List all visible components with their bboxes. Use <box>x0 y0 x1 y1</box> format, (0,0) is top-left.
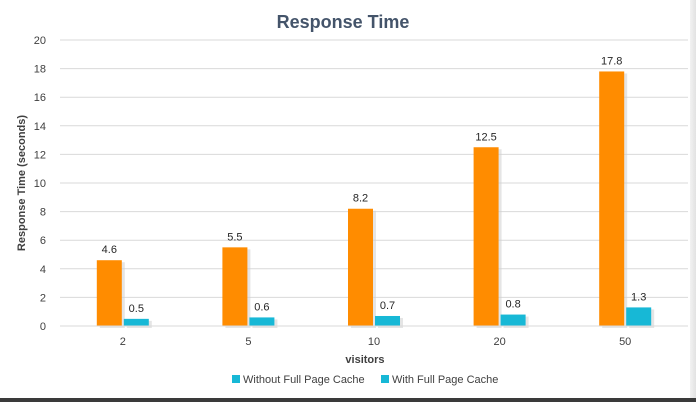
x-tick-label: 10 <box>368 336 380 348</box>
bar <box>348 208 373 326</box>
y-tick-label: 6 <box>40 235 46 247</box>
data-label: 4.6 <box>102 244 117 256</box>
data-label: 0.6 <box>254 301 269 313</box>
legend-swatch <box>381 375 389 383</box>
legend-label: Without Full Page Cache <box>243 374 365 386</box>
window-edge-bottom <box>0 398 696 402</box>
data-label: 0.5 <box>129 303 144 315</box>
y-tick-label: 0 <box>40 321 46 333</box>
x-tick-label: 5 <box>245 336 251 348</box>
bar <box>123 318 149 326</box>
data-label: 0.8 <box>505 299 520 311</box>
legend-swatch <box>232 375 240 383</box>
y-tick-label: 2 <box>40 292 46 304</box>
bar <box>249 317 275 326</box>
x-tick-label: 20 <box>493 336 505 348</box>
bar <box>599 71 625 327</box>
window-edge-right <box>690 0 696 402</box>
data-label: 8.2 <box>353 193 368 205</box>
y-tick-label: 10 <box>34 178 46 190</box>
data-label: 0.7 <box>380 300 395 312</box>
bar <box>222 247 248 326</box>
data-label: 5.5 <box>227 231 242 243</box>
y-axis-label: Response Time (seconds) <box>16 115 28 251</box>
y-tick-label: 20 <box>34 35 46 47</box>
legend-label: With Full Page Cache <box>392 374 498 386</box>
y-tick-label: 18 <box>34 64 46 76</box>
bar <box>96 260 122 326</box>
chart-title: Response Time <box>277 12 410 32</box>
y-tick-label: 12 <box>34 149 46 161</box>
bar <box>473 147 499 326</box>
data-label: 12.5 <box>475 131 496 143</box>
bar <box>626 307 652 326</box>
data-label: 1.3 <box>631 291 646 303</box>
x-tick-label: 50 <box>619 336 631 348</box>
bar <box>500 314 526 326</box>
x-tick-label: 2 <box>120 336 126 348</box>
data-label: 17.8 <box>601 55 622 67</box>
x-axis-label: visitors <box>345 354 384 366</box>
bar <box>375 315 400 326</box>
y-tick-label: 16 <box>34 92 46 104</box>
y-tick-label: 8 <box>40 207 46 219</box>
y-tick-label: 4 <box>40 264 46 276</box>
y-tick-label: 14 <box>34 121 46 133</box>
